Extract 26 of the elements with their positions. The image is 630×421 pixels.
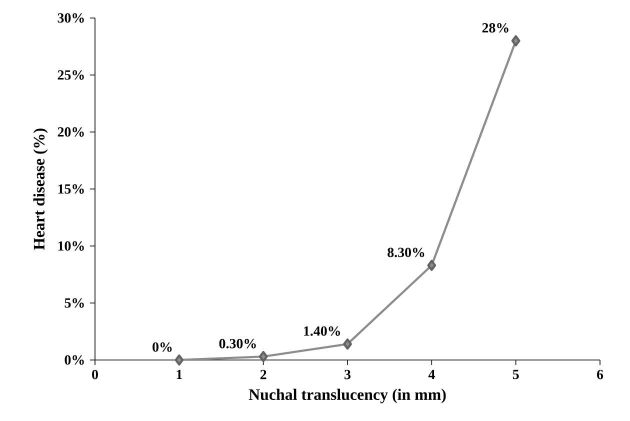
x-tick-label: 0 (92, 370, 98, 380)
point (174, 354, 184, 366)
data-label: 28% (482, 23, 508, 33)
x-tick-label: 4 (428, 370, 435, 380)
x-axis-title: Nuchal translucency (in mm) (248, 388, 446, 404)
point (258, 350, 268, 362)
y-tick-label: 15% (58, 184, 84, 194)
y-tick-label: 25% (58, 70, 84, 80)
y-axis-title: Heart disease (%) (33, 128, 48, 250)
x-tick-label: 3 (344, 370, 351, 380)
y-tick-label: 20% (58, 127, 84, 137)
point (427, 260, 436, 271)
y-tick-label: 0% (64, 355, 84, 365)
y-tick-label: 30% (58, 13, 84, 23)
data-label: 0% (152, 342, 172, 352)
x-tick-label: 5 (512, 370, 519, 380)
y-tick-label: 10% (58, 241, 84, 251)
point (511, 35, 520, 46)
x-tick-label: 6 (597, 370, 604, 380)
data-label: 0.30% (219, 338, 256, 348)
x-tick-label: 1 (176, 370, 182, 380)
point (343, 338, 352, 350)
x-tick-label: 2 (260, 370, 266, 380)
data-label: 1.40% (304, 326, 340, 336)
y-tick-label: 5% (64, 298, 84, 308)
data-label: 8.30% (388, 248, 424, 258)
